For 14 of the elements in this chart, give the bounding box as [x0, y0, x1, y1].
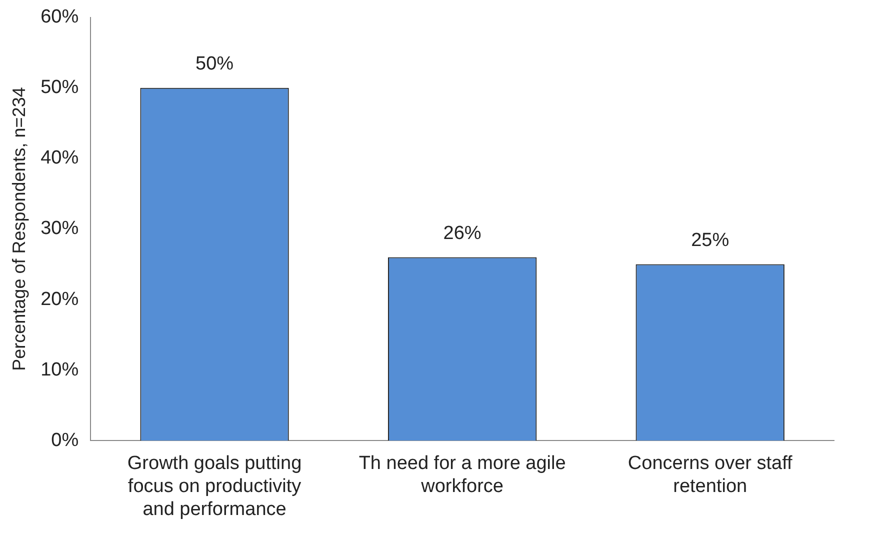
y-tick-label: 60%: [40, 6, 79, 28]
data-label: 26%: [443, 222, 482, 244]
y-axis-title: Percentage of Respondents, n=234: [8, 87, 29, 371]
y-tick-label: 30%: [40, 218, 79, 240]
data-label: 25%: [691, 230, 730, 251]
x-tick-label: Th need for a more agile workforce: [358, 453, 566, 498]
y-tick-label: 50%: [40, 77, 79, 98]
y-tick-label: 0%: [51, 430, 79, 451]
y-tick-label: 40%: [40, 148, 79, 169]
x-tick-label: Concerns over staff retention: [628, 453, 794, 498]
x-tick-label: Growth goals putting focus on productivity and performance: [127, 453, 302, 520]
y-tick-label: 10%: [40, 359, 79, 380]
y-tick-label: 20%: [40, 288, 79, 310]
data-label: 50%: [196, 54, 234, 75]
